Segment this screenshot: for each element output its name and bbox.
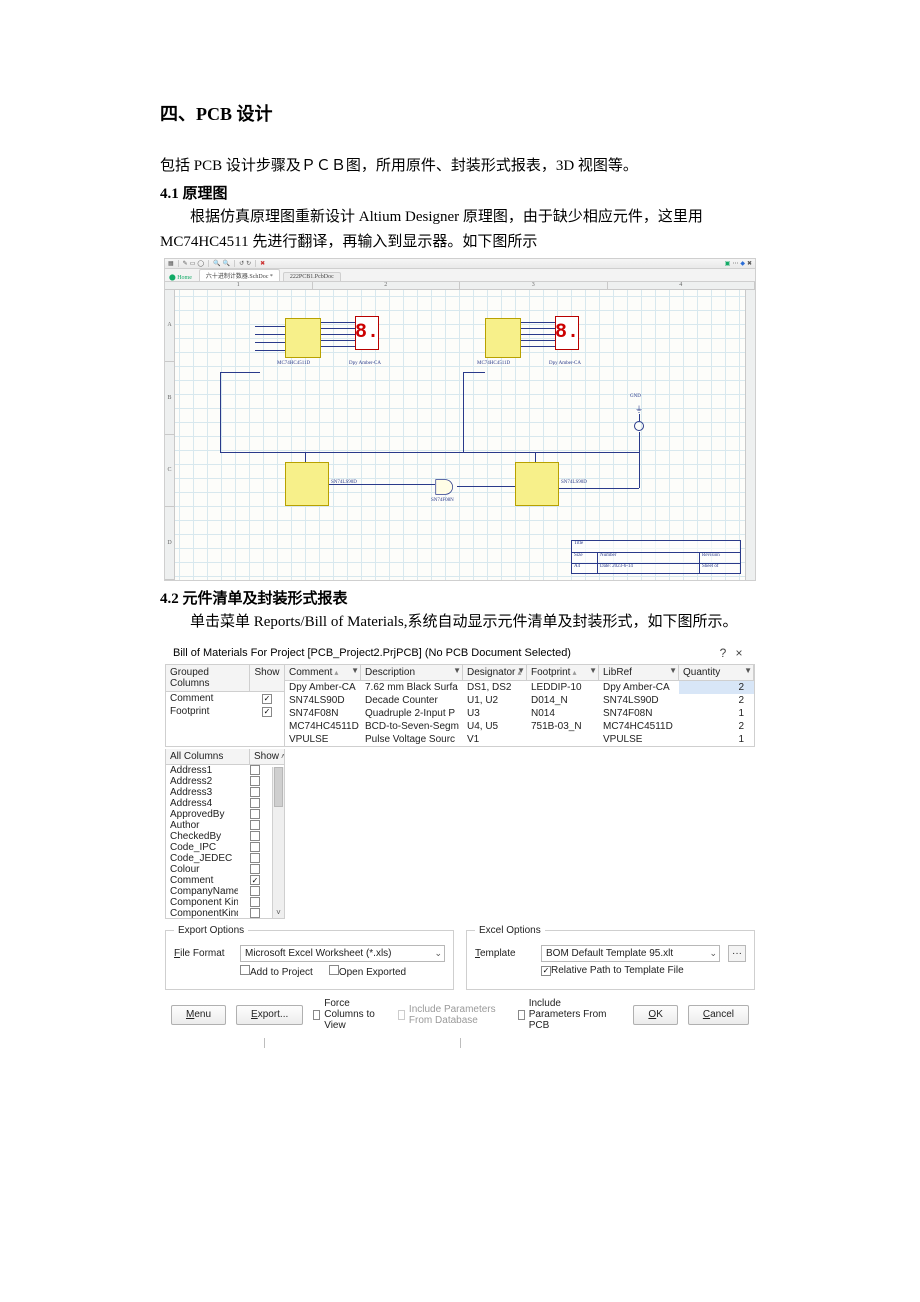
heading-section-4: 四、PCB 设计 xyxy=(160,100,760,126)
allcols-row[interactable]: Colour xyxy=(166,864,272,875)
template-combo[interactable]: BOM Default Template 95.xlt⌄ xyxy=(541,945,720,962)
ruler-right xyxy=(745,290,755,580)
table-row[interactable]: Dpy Amber-CA7.62 mm Black SurfaDS1, DS2L… xyxy=(285,681,754,694)
label-and: SN74F08N xyxy=(431,498,454,503)
file-format-label: File Format xyxy=(174,948,234,959)
grouped-columns-pane: Grouped Columns Show CommentFootprint xyxy=(165,664,285,747)
allcols-row[interactable]: Address1 xyxy=(166,765,272,776)
allcols-row[interactable]: Author xyxy=(166,820,272,831)
grouped-row[interactable]: Footprint xyxy=(166,705,284,718)
label-dpy-2: Dpy Amber-CA xyxy=(549,361,581,366)
cancel-button[interactable]: Cancel xyxy=(688,1005,749,1025)
bom-titlebar: Bill of Materials For Project [PCB_Proje… xyxy=(165,640,755,664)
chip-ls90-2 xyxy=(515,462,559,506)
grouped-head-label: Grouped Columns xyxy=(166,665,250,691)
schematic-canvas: 12 34 AB CD MC74HC4511D Dpy Amber-CA MC7… xyxy=(164,281,756,581)
export-legend: Export Options xyxy=(174,925,248,936)
bom-table: Comment▴▼ Description▼ Designator▴▼ Foot… xyxy=(285,664,755,747)
chip-mc4511-1 xyxy=(285,318,321,358)
label-mc4511-2: MC74HC4511D xyxy=(477,361,510,366)
include-pcb-checkbox[interactable]: Include Parameters From PCB xyxy=(518,998,614,1031)
title-block: Title Size Number Revision A4 Date: 2023… xyxy=(571,540,741,574)
allcols-head-label: All Columns xyxy=(166,749,250,764)
allcols-row[interactable]: Address2 xyxy=(166,776,272,787)
template-label: Template xyxy=(475,948,535,959)
allcols-row[interactable]: Component Kind xyxy=(166,897,272,908)
home-icon: ⬤ Home xyxy=(169,274,192,281)
allcols-head-show: Show˄ xyxy=(250,749,284,764)
export-options: Export Options File Format Microsoft Exc… xyxy=(165,925,454,990)
all-columns-pane: All Columns Show˄ Address1Address2Addres… xyxy=(165,749,285,919)
chip-ls90-1 xyxy=(285,462,329,506)
heading-4-2: 4.2 元件清单及封装形式报表 xyxy=(160,587,760,608)
col-designator[interactable]: Designator▴▼ xyxy=(463,665,527,680)
open-exported-checkbox[interactable]: Open Exported xyxy=(329,965,406,978)
allcols-row[interactable]: Address4 xyxy=(166,798,272,809)
help-icon[interactable]: ? xyxy=(715,646,731,660)
file-format-combo[interactable]: Microsoft Excel Worksheet (*.xls)⌄ xyxy=(240,945,445,962)
tab-pcbdoc: 222PCB1.PcbDoc xyxy=(283,272,341,281)
close-icon[interactable]: × xyxy=(731,646,747,660)
allcols-row[interactable]: Code_IPC xyxy=(166,842,272,853)
col-description[interactable]: Description▼ xyxy=(361,665,463,680)
col-comment[interactable]: Comment▴▼ xyxy=(285,665,361,680)
bom-dialog: Bill of Materials For Project [PCB_Proje… xyxy=(164,639,756,1036)
tabbar: ⬤ Home 六十进制计数器.SchDoc * 222PCB1.PcbDoc xyxy=(164,269,756,281)
table-row[interactable]: VPULSEPulse Voltage SourcV1VPULSE1 xyxy=(285,733,754,746)
add-to-project-checkbox[interactable]: Add to Project xyxy=(240,965,313,978)
label-dpy-1: Dpy Amber-CA xyxy=(349,361,381,366)
ruler-left: AB CD xyxy=(165,290,175,580)
export-button[interactable]: Export... xyxy=(236,1005,303,1025)
intro-text: 包括 PCB 设计步骤及ＰＣＢ图，所用原件、封装形式报表，3D 视图等。 xyxy=(160,154,760,180)
allcols-row[interactable]: Address3 xyxy=(166,787,272,798)
display-2 xyxy=(555,316,579,350)
body-4-2: 单击菜单 Reports/Bill of Materials,系统自动显示元件清… xyxy=(160,610,760,636)
col-quantity[interactable]: Quantity▼ xyxy=(679,665,754,680)
heading-4-1: 4.1 原理图 xyxy=(160,182,760,203)
force-columns-checkbox[interactable]: Force Columns to View xyxy=(313,998,388,1031)
include-db-checkbox: Include Parameters From Database xyxy=(398,1004,508,1026)
allcols-row[interactable]: Code_JEDEC xyxy=(166,853,272,864)
toolbar: ▦✎▭◯ 🔍🔍 ↺↻✖ ▣⋯◆✖ xyxy=(164,258,756,269)
ok-button[interactable]: OK xyxy=(633,1005,677,1025)
excel-legend: Excel Options xyxy=(475,925,545,936)
display-1 xyxy=(355,316,379,350)
allcols-row[interactable]: CompanyName xyxy=(166,886,272,897)
label-mc4511-1: MC74HC4511D xyxy=(277,361,310,366)
allcols-row[interactable]: ApprovedBy xyxy=(166,809,272,820)
bom-title-text: Bill of Materials For Project [PCB_Proje… xyxy=(173,647,571,659)
allcols-row[interactable]: Comment xyxy=(166,875,272,886)
grouped-head-show: Show xyxy=(250,665,284,691)
table-row[interactable]: SN74F08NQuadruple 2-Input PU3N014SN74F08… xyxy=(285,707,754,720)
schematic-screenshot: ▦✎▭◯ 🔍🔍 ↺↻✖ ▣⋯◆✖ ⬤ Home 六十进制计数器.SchDoc *… xyxy=(164,258,756,581)
grouped-row[interactable]: Comment xyxy=(166,692,284,705)
allcols-row[interactable]: CheckedBy xyxy=(166,831,272,842)
allcols-row[interactable]: ComponentKind xyxy=(166,908,272,919)
footer-notch xyxy=(164,1036,756,1050)
table-row[interactable]: SN74LS90DDecade CounterU1, U2D014_NSN74L… xyxy=(285,694,754,707)
col-footprint[interactable]: Footprint▴▼ xyxy=(527,665,599,680)
relative-path-checkbox[interactable]: Relative Path to Template File xyxy=(541,965,684,976)
table-row[interactable]: MC74HC4511DBCD-to-Seven-SegmU4, U5751B-0… xyxy=(285,720,754,733)
excel-options: Excel Options Template BOM Default Templ… xyxy=(466,925,755,990)
menu-button[interactable]: Menu xyxy=(171,1005,226,1025)
tab-schdoc: 六十进制计数器.SchDoc * xyxy=(199,269,280,281)
scrollbar[interactable]: ˅ xyxy=(272,767,284,918)
col-libref[interactable]: LibRef▼ xyxy=(599,665,679,680)
body-4-1: 根据仿真原理图重新设计 Altium Designer 原理图，由于缺少相应元件… xyxy=(160,205,760,256)
ruler-top: 12 34 xyxy=(165,282,755,290)
and-gate xyxy=(435,478,457,496)
template-browse-button[interactable]: ··· xyxy=(728,945,746,962)
chip-mc4511-2 xyxy=(485,318,521,358)
label-ls90-2: SN74LS90D xyxy=(561,480,587,485)
